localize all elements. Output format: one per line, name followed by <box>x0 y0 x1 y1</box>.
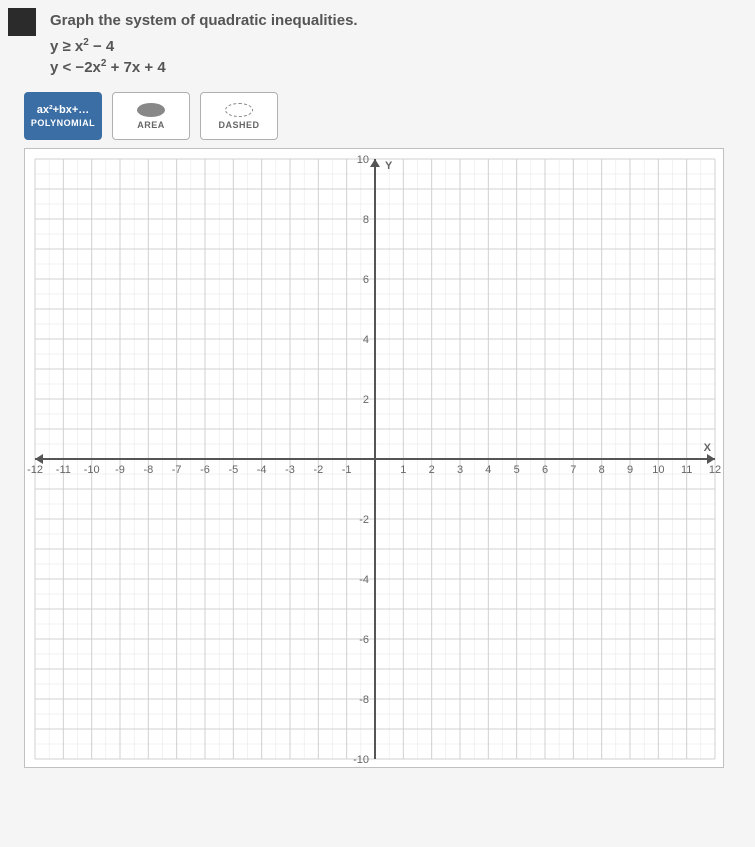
polynomial-tool-button[interactable]: ax²+bx+… POLYNOMIAL <box>24 92 102 140</box>
coordinate-grid[interactable]: -12-11-10-9-8-7-6-5-4-3-2-11234567891011… <box>24 148 724 768</box>
dashed-icon <box>225 103 253 117</box>
svg-text:2: 2 <box>429 464 435 476</box>
svg-text:-6: -6 <box>359 634 369 646</box>
svg-text:9: 9 <box>627 464 633 476</box>
svg-text:-4: -4 <box>359 574 369 586</box>
svg-text:10: 10 <box>652 464 664 476</box>
svg-text:-10: -10 <box>353 754 369 766</box>
area-icon <box>137 103 165 117</box>
svg-text:-11: -11 <box>56 464 71 476</box>
svg-text:12: 12 <box>709 464 721 476</box>
svg-text:-2: -2 <box>313 464 323 476</box>
svg-text:3: 3 <box>457 464 463 476</box>
svg-text:7: 7 <box>570 464 576 476</box>
dashed-tool-button[interactable]: DASHED <box>200 92 278 140</box>
svg-text:-9: -9 <box>115 464 125 476</box>
svg-text:-10: -10 <box>84 464 100 476</box>
svg-text:-5: -5 <box>228 464 238 476</box>
question-number-box <box>8 8 36 36</box>
svg-text:8: 8 <box>363 214 369 226</box>
question-prompt: Graph the system of quadratic inequaliti… <box>50 8 358 29</box>
polynomial-tool-label: POLYNOMIAL <box>31 118 95 128</box>
svg-text:6: 6 <box>363 274 369 286</box>
svg-text:X: X <box>704 442 712 454</box>
dashed-tool-label: DASHED <box>218 120 259 130</box>
svg-text:-3: -3 <box>285 464 295 476</box>
svg-text:10: 10 <box>357 154 369 166</box>
svg-text:4: 4 <box>363 334 369 346</box>
svg-text:8: 8 <box>599 464 605 476</box>
svg-text:-12: -12 <box>27 464 43 476</box>
area-tool-button[interactable]: AREA <box>112 92 190 140</box>
svg-text:-7: -7 <box>172 464 182 476</box>
svg-text:5: 5 <box>514 464 520 476</box>
svg-text:-1: -1 <box>342 464 352 476</box>
svg-text:11: 11 <box>681 464 692 476</box>
svg-text:-8: -8 <box>359 694 369 706</box>
svg-text:-2: -2 <box>359 514 369 526</box>
svg-text:Y: Y <box>385 160 393 172</box>
area-tool-label: AREA <box>137 120 165 130</box>
svg-text:-4: -4 <box>257 464 267 476</box>
polynomial-tool-eq: ax²+bx+… <box>37 104 90 116</box>
graph-toolbar: ax²+bx+… POLYNOMIAL AREA DASHED <box>24 92 755 140</box>
svg-text:4: 4 <box>485 464 491 476</box>
svg-text:-6: -6 <box>200 464 210 476</box>
svg-text:-8: -8 <box>143 464 153 476</box>
svg-text:6: 6 <box>542 464 548 476</box>
inequality-1: y ≥ x2 − 4 <box>50 36 755 57</box>
svg-text:2: 2 <box>363 394 369 406</box>
svg-text:1: 1 <box>400 464 406 476</box>
inequality-2: y < −2x2 + 7x + 4 <box>50 57 755 78</box>
